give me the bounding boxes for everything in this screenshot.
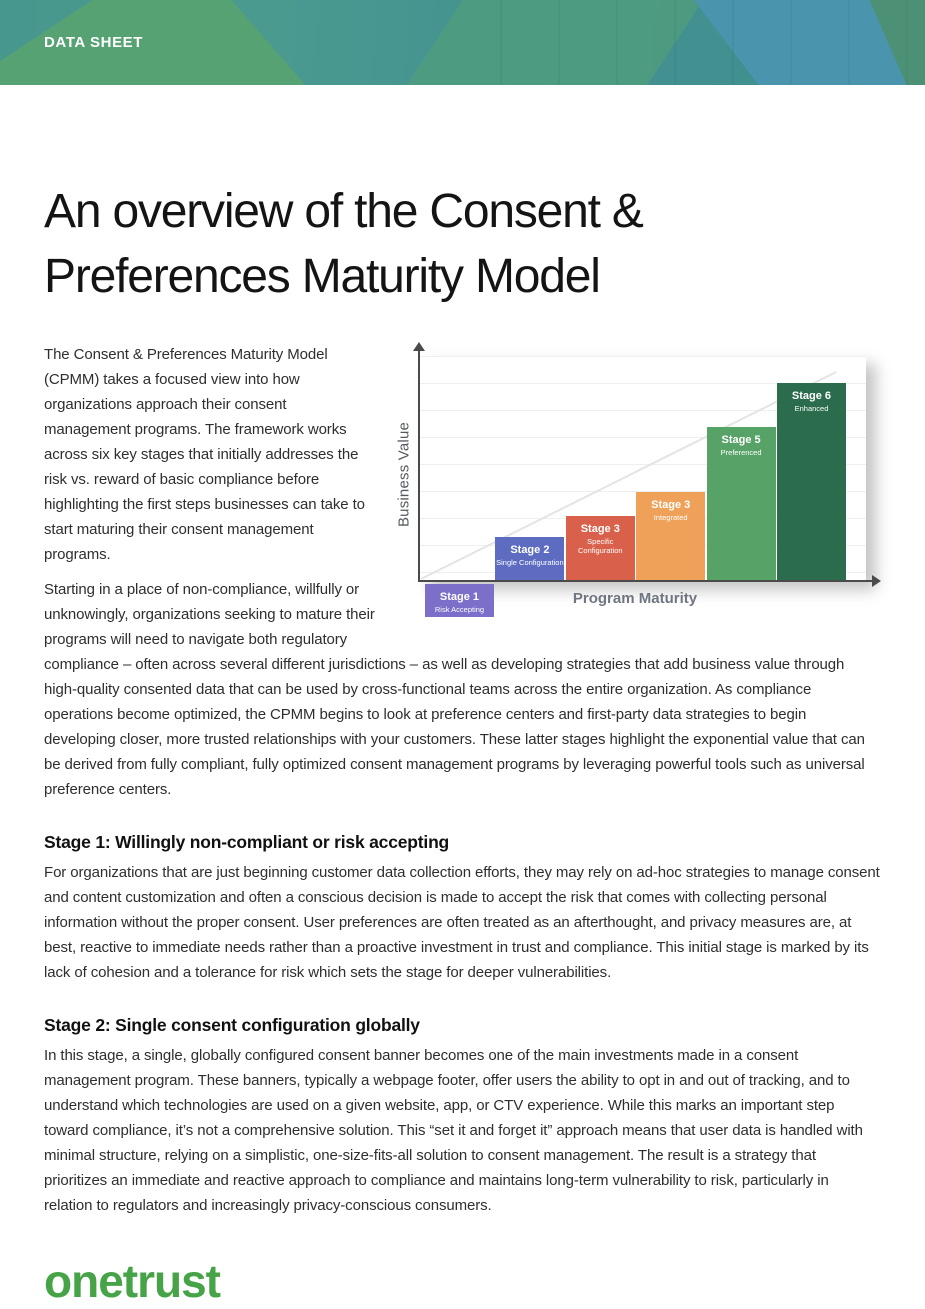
x-axis-arrow-icon [872, 574, 881, 587]
bar-label: Stage 3 [651, 498, 691, 511]
banner: DATA SHEET [0, 0, 925, 85]
stage-2-heading: Stage 2: Single consent configuration gl… [44, 1014, 420, 1035]
x-axis-label: Program Maturity [572, 589, 698, 607]
intro-paragraph-1: The Consent & Preferences Maturity Model… [44, 345, 365, 563]
bar-label: Stage 3 [580, 522, 620, 535]
stage-1-heading: Stage 1: Willingly non-compliant or risk… [44, 831, 450, 852]
y-axis-label: Business Value [395, 421, 413, 527]
chart-bar: Stage 1 Risk Accepting [425, 583, 494, 617]
banner-label: DATA SHEET [44, 34, 144, 51]
bar-sublabel: Risk Accepting [434, 604, 485, 614]
chart-bar: Stage 3 Specific Configuration [565, 515, 635, 582]
bar-sublabel: Enhanced [794, 403, 829, 413]
page-content: An overview of the Consent & Preferences… [0, 179, 925, 1308]
stage-1-body: For organizations that are just beginnin… [44, 863, 880, 981]
page-title-line1: An overview of the Consent & [44, 185, 644, 238]
page-title: An overview of the Consent & Preferences… [44, 179, 880, 310]
bar-label: Stage 2 [510, 543, 550, 556]
bar-label: Stage 1 [439, 590, 480, 603]
bar-sublabel: Single Configuration [496, 557, 564, 567]
bar-label: Stage 6 [791, 389, 832, 402]
chart-bar: Stage 2 Single Configuration [495, 536, 565, 582]
stage-2-body: In this stage, a single, globally config… [44, 1046, 863, 1214]
intro-paragraph-2: Starting in a place of non-compliance, w… [44, 580, 865, 798]
x-axis-line [418, 579, 874, 582]
y-axis-line [418, 349, 420, 582]
banner-stripes [499, 0, 925, 85]
bar-sublabel: Specific Configuration [577, 536, 623, 555]
chart-bar: Stage 5 Preferenced [706, 426, 776, 582]
stage-2-section: Stage 2: Single consent configuration gl… [44, 1015, 880, 1218]
bar-label: Stage 5 [721, 433, 761, 446]
maturity-model-chart: Stage 1 Risk Accepting Stage 2 Single Confi… [385, 341, 881, 636]
chart-bar: Stage 6 Enhanced [777, 382, 846, 582]
bar-sublabel: Integrated [653, 512, 688, 522]
banner-green-band [407, 0, 703, 85]
y-axis-arrow-icon [413, 341, 425, 351]
chart-bar: Stage 3 Integrated [636, 491, 706, 582]
stage-1-section: Stage 1: Willingly non-compliant or risk… [44, 832, 880, 985]
onetrust-logo: onetrust [44, 1254, 221, 1307]
page-title-line2: Preferences Maturity Model [44, 250, 601, 304]
bar-sublabel: Preferenced [720, 447, 762, 457]
